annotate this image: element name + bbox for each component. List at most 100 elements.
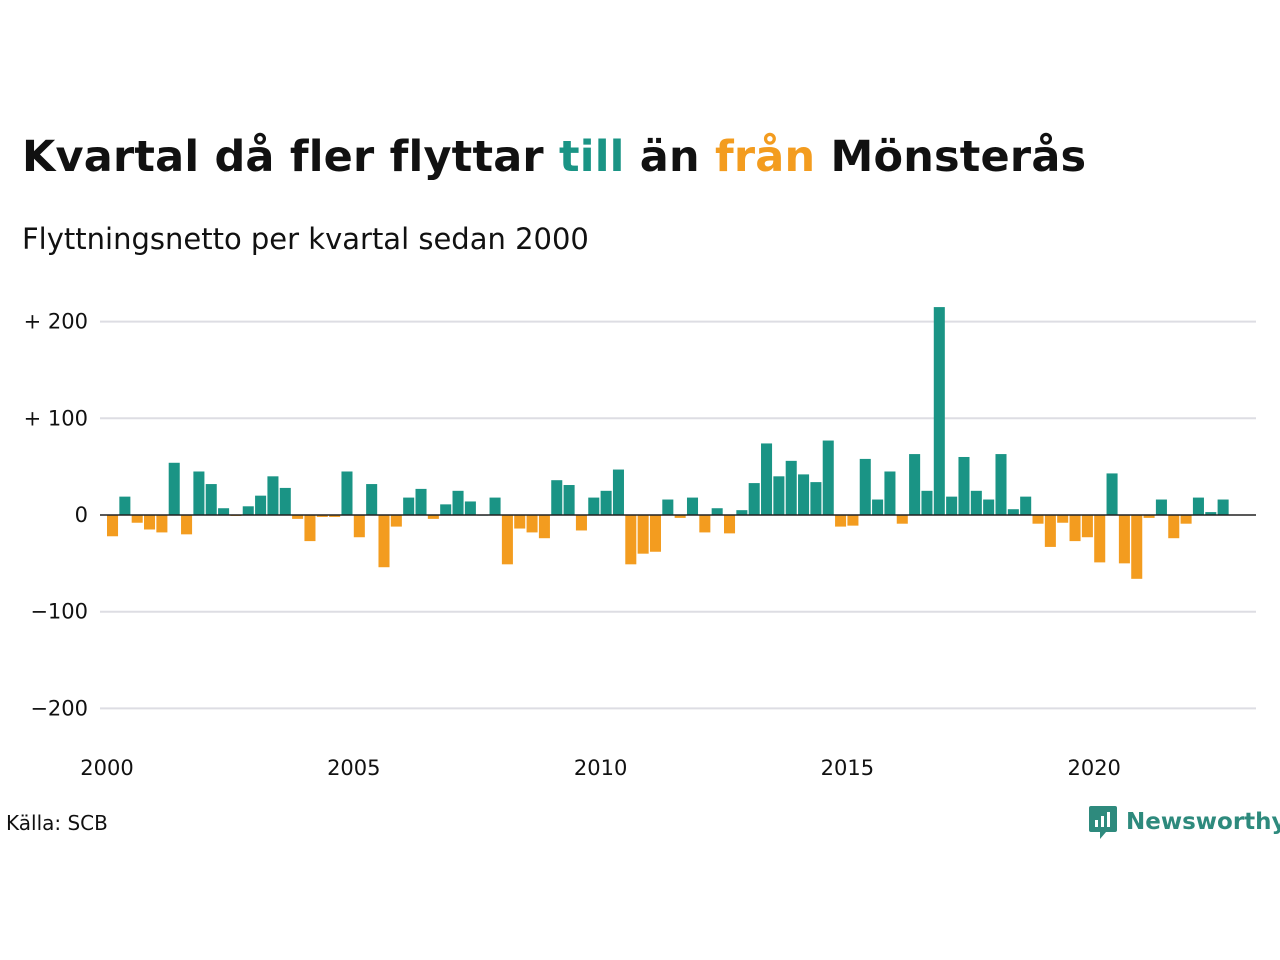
bar	[427, 515, 439, 519]
newsworthy-logo-icon	[1089, 806, 1117, 839]
bar	[946, 496, 958, 515]
bar	[686, 497, 699, 515]
bar	[181, 515, 193, 535]
bar	[748, 483, 760, 515]
bar	[415, 488, 427, 515]
bar	[489, 497, 501, 515]
bar	[612, 469, 624, 515]
bar	[1155, 499, 1167, 515]
title-word-fran: från	[714, 132, 816, 182]
bar	[304, 515, 316, 542]
bar	[526, 515, 538, 533]
bar-chart: + 200 + 100 0 −100 −200 2000 2005 2010 2015 2020	[24, 307, 1256, 780]
bar	[995, 454, 1007, 515]
bar	[649, 515, 661, 552]
bar	[662, 499, 674, 515]
bars	[107, 307, 1229, 579]
bar	[724, 515, 736, 534]
bar	[1044, 515, 1056, 547]
bar	[341, 471, 353, 516]
bar	[625, 515, 637, 565]
bar	[1069, 515, 1081, 542]
y-tick-label: −200	[30, 696, 88, 720]
x-tick-label: 2010	[574, 756, 627, 780]
bar	[193, 471, 205, 516]
bar	[156, 515, 168, 533]
x-tick-label: 2015	[821, 756, 874, 780]
bar	[1143, 515, 1155, 518]
source-note: Källa: SCB	[6, 811, 108, 835]
bar	[983, 499, 995, 515]
brand-name: Newsworthy	[1126, 809, 1280, 835]
bar	[810, 482, 822, 515]
bar	[933, 307, 945, 515]
bar	[378, 515, 390, 568]
bar	[1106, 473, 1118, 515]
newsworthy-brand: Newsworthy	[1088, 803, 1280, 841]
bar	[1192, 497, 1204, 515]
bar	[822, 440, 834, 515]
bar	[366, 484, 378, 515]
bar	[1020, 496, 1032, 515]
x-axis-tick-labels: 2000 2005 2010 2015 2020	[80, 756, 1121, 780]
bar	[501, 515, 513, 565]
bar	[1131, 515, 1143, 579]
bar	[242, 506, 254, 515]
bar	[909, 454, 921, 515]
bar	[1094, 515, 1106, 563]
bar	[699, 515, 711, 533]
bar	[205, 484, 217, 515]
bar	[588, 497, 600, 515]
bar	[144, 515, 156, 530]
y-tick-label: + 100	[24, 406, 88, 430]
bar	[279, 487, 291, 515]
y-tick-label: −100	[30, 600, 88, 624]
bar	[1081, 515, 1093, 538]
bar	[859, 458, 871, 515]
chart-subtitle: Flyttningsnetto per kvartal sedan 2000	[22, 222, 589, 256]
bar	[131, 515, 143, 523]
bar	[119, 496, 131, 515]
bar	[1118, 515, 1130, 564]
bar	[329, 515, 341, 517]
title-part-3: Mönsterås	[815, 132, 1087, 182]
bar	[1032, 515, 1044, 524]
bar	[107, 515, 119, 537]
y-tick-label: 0	[75, 503, 88, 527]
title-word-till: till	[559, 132, 625, 182]
bar	[798, 474, 810, 515]
bar	[1217, 499, 1229, 515]
bar	[785, 460, 797, 515]
bar	[711, 508, 723, 515]
bar	[267, 476, 279, 515]
title-part-2: än	[624, 132, 715, 182]
bar	[1007, 509, 1019, 515]
title-part-1: Kvartal då fler flyttar	[22, 132, 559, 182]
bar	[847, 515, 859, 526]
bar	[773, 476, 785, 515]
bar	[835, 515, 847, 527]
gridlines	[100, 320, 1256, 710]
bar	[1168, 515, 1180, 539]
bar	[563, 485, 575, 515]
x-tick-label: 2005	[327, 756, 380, 780]
bar	[1057, 515, 1069, 523]
bar	[1205, 512, 1217, 515]
bar	[292, 515, 304, 519]
bar	[353, 515, 365, 538]
bar	[884, 471, 896, 516]
bar	[255, 495, 267, 515]
bar	[761, 443, 773, 515]
bar	[551, 480, 563, 515]
bar	[600, 490, 612, 515]
bar	[538, 515, 550, 539]
x-tick-label: 2000	[80, 756, 133, 780]
bar	[514, 515, 526, 529]
bar	[218, 508, 230, 515]
bar	[403, 497, 415, 515]
x-tick-label: 2020	[1067, 756, 1120, 780]
bar	[440, 504, 452, 515]
bar	[1180, 515, 1192, 524]
bar	[958, 456, 970, 515]
y-axis-tick-labels: + 200 + 100 0 −100 −200	[24, 310, 88, 721]
